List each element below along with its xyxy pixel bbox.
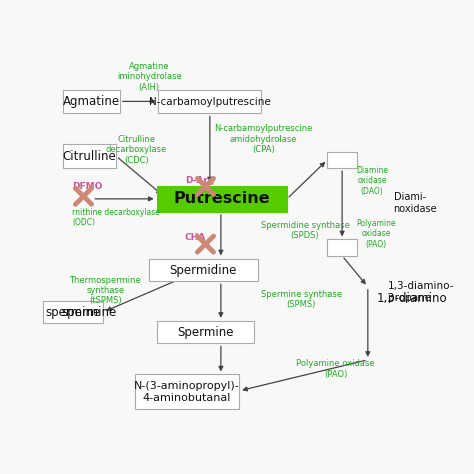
Text: Diamine
oxidase
(DAO): Diamine oxidase (DAO)	[356, 166, 388, 196]
FancyBboxPatch shape	[328, 239, 357, 256]
Text: Diami-
noxidase: Diami- noxidase	[393, 192, 437, 214]
Text: Citrulline
decarboxylase
(CDC): Citrulline decarboxylase (CDC)	[106, 135, 167, 165]
Text: 1,3-diamino: 1,3-diamino	[377, 292, 447, 305]
Text: Polyamine oxidase
(PAO): Polyamine oxidase (PAO)	[296, 359, 375, 379]
Text: Spermine synthase
(SPMS): Spermine synthase (SPMS)	[261, 290, 342, 310]
Text: Agmatine: Agmatine	[63, 95, 120, 108]
FancyBboxPatch shape	[63, 145, 116, 168]
Text: Thermospermine
synthase
(tSPMS): Thermospermine synthase (tSPMS)	[69, 275, 141, 305]
Text: Putrescine: Putrescine	[173, 191, 270, 206]
Text: D-Arg: D-Arg	[185, 176, 214, 185]
FancyBboxPatch shape	[135, 374, 239, 409]
Text: Spermidine synthase
(SPDS): Spermidine synthase (SPDS)	[261, 220, 349, 240]
FancyBboxPatch shape	[63, 90, 120, 113]
Text: Polyamine
oxidase
(PAO): Polyamine oxidase (PAO)	[356, 219, 396, 249]
Text: rnithine decarboxylase
(ODC): rnithine decarboxylase (ODC)	[72, 208, 160, 227]
Text: N-carbamoylputrescine: N-carbamoylputrescine	[149, 97, 271, 107]
FancyBboxPatch shape	[156, 186, 287, 212]
FancyBboxPatch shape	[156, 321, 254, 343]
FancyBboxPatch shape	[149, 259, 258, 282]
FancyBboxPatch shape	[43, 301, 103, 323]
Text: Spermidine: Spermidine	[170, 264, 237, 276]
Text: Spermine: Spermine	[177, 326, 234, 338]
Text: CHA: CHA	[185, 233, 206, 242]
FancyBboxPatch shape	[158, 90, 261, 113]
Text: N-(3-aminopropyl)-
4-aminobutanal: N-(3-aminopropyl)- 4-aminobutanal	[134, 381, 240, 402]
Text: spermine: spermine	[61, 306, 116, 319]
Text: Agmatine
iminohydrolase
(AIH): Agmatine iminohydrolase (AIH)	[117, 62, 182, 92]
FancyBboxPatch shape	[328, 152, 357, 168]
Text: N-carbamoylputrescine
amidohydrolase
(CPA): N-carbamoylputrescine amidohydrolase (CP…	[214, 124, 312, 154]
Text: spermine: spermine	[46, 306, 100, 319]
Text: DFMO: DFMO	[72, 182, 102, 191]
Text: 1,3-diamino-
propane: 1,3-diamino- propane	[388, 282, 455, 303]
Text: Citrulline: Citrulline	[63, 150, 117, 163]
